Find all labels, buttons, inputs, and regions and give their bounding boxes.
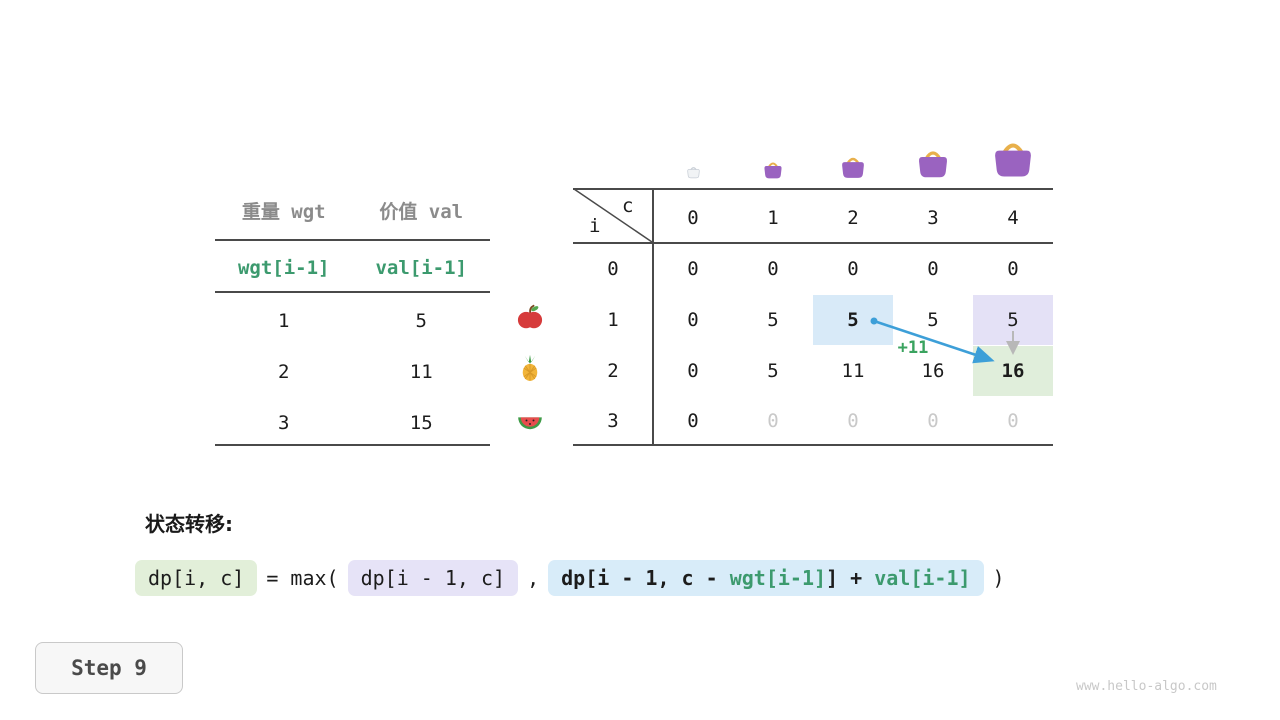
dp-cell-1-4: 5 xyxy=(1007,309,1019,331)
watermark: www.hello-algo.com xyxy=(1076,679,1217,694)
dp-col-header-2: 2 xyxy=(847,207,859,229)
bag-icon-capacity-3 xyxy=(915,144,951,184)
dp-cell-0-1: 0 xyxy=(767,258,779,280)
dp-cell-3-1: 0 xyxy=(767,410,779,432)
corner-diagonal-line xyxy=(573,188,653,243)
dp-cell-1-2: 5 xyxy=(847,309,859,331)
item-3-weight: 3 xyxy=(278,412,290,434)
dp-row-header-1: 1 xyxy=(607,309,619,331)
formula-arg2-val: val[i-1] xyxy=(874,566,971,590)
item-2-value: 11 xyxy=(409,361,433,383)
items-table-formula-row: wgt[i-1] val[i-1] xyxy=(215,255,490,281)
dp-table-header-divider xyxy=(573,242,1053,244)
bag-icon-capacity-4 xyxy=(990,134,1036,184)
dp-corner-col-label: c xyxy=(622,195,634,217)
formula-operator: = max( xyxy=(266,566,339,590)
items-table-row-2: 2 11 xyxy=(215,359,490,385)
items-table-divider-mid xyxy=(215,291,490,293)
formula-arg1-chip: dp[i - 1, c] xyxy=(347,560,519,596)
dp-col-header-3: 3 xyxy=(927,207,939,229)
items-header-value: 价值 val xyxy=(379,201,464,223)
dp-table-bottom-border xyxy=(573,444,1053,446)
bag-icon-capacity-0 xyxy=(686,164,701,183)
dp-cell-2-1: 5 xyxy=(767,360,779,382)
dp-cell-3-2: 0 xyxy=(847,410,859,432)
dp-cell-3-0: 0 xyxy=(687,410,699,432)
state-transition-label: 状态转移: xyxy=(145,512,233,536)
dp-cell-1-0: 0 xyxy=(687,309,699,331)
dp-cell-3-4: 0 xyxy=(1007,410,1019,432)
state-transition-formula: dp[i, c] = max( dp[i - 1, c] , dp[i - 1,… xyxy=(135,560,1005,596)
apple-icon xyxy=(516,303,544,335)
dp-table-top-border xyxy=(573,188,1053,190)
bag-icon-capacity-1 xyxy=(762,158,784,184)
formula-arg2-mid: ] + xyxy=(826,566,875,590)
item-1-value: 5 xyxy=(415,310,427,332)
dp-corner-row-label: i xyxy=(589,215,601,237)
transition-gain-label: +11 xyxy=(897,338,929,358)
formula-lhs-chip: dp[i, c] xyxy=(135,560,258,596)
dp-cell-2-3: 16 xyxy=(921,360,945,382)
items-formula-val: val[i-1] xyxy=(375,257,467,279)
item-1-weight: 1 xyxy=(278,310,290,332)
items-header-weight: 重量 wgt xyxy=(241,201,326,223)
step-indicator: Step 9 xyxy=(35,642,183,694)
dp-cell-2-0: 0 xyxy=(687,360,699,382)
item-3-value: 15 xyxy=(409,412,433,434)
pineapple-icon xyxy=(516,354,544,386)
dp-cell-1-1: 5 xyxy=(767,309,779,331)
bag-icon-capacity-2 xyxy=(839,152,867,184)
formula-arg2-prefix: dp[i - 1, c - xyxy=(561,566,730,590)
dp-cell-2-4: 16 xyxy=(1001,360,1025,382)
items-table-divider-bottom xyxy=(215,444,490,446)
dp-row-header-3: 3 xyxy=(607,410,619,432)
items-table-row-3: 3 15 xyxy=(215,410,490,436)
watermelon-icon xyxy=(516,406,544,438)
dp-row-header-2: 2 xyxy=(607,360,619,382)
items-table-row-1: 1 5 xyxy=(215,308,490,334)
items-table-header: 重量 wgt 价值 val xyxy=(215,199,490,225)
dp-table-vertical-divider xyxy=(652,188,654,446)
formula-arg2-wgt: wgt[i-1] xyxy=(729,566,827,590)
dp-cell-0-3: 0 xyxy=(927,258,939,280)
items-formula-wgt: wgt[i-1] xyxy=(237,257,330,279)
dp-col-header-0: 0 xyxy=(687,207,699,229)
dp-cell-3-3: 0 xyxy=(927,410,939,432)
dp-row-header-0: 0 xyxy=(607,258,619,280)
items-table-divider-top xyxy=(215,239,490,241)
formula-closing: ) xyxy=(992,566,1005,590)
dp-cell-0-2: 0 xyxy=(847,258,859,280)
dp-cell-0-4: 0 xyxy=(1007,258,1019,280)
formula-separator: , xyxy=(527,566,540,590)
formula-arg2-chip: dp[i - 1, c - wgt[i-1]] + val[i-1] xyxy=(548,560,984,596)
dp-cell-2-2: 11 xyxy=(841,360,865,382)
dp-cell-0-0: 0 xyxy=(687,258,699,280)
item-2-weight: 2 xyxy=(278,361,290,383)
dp-col-header-4: 4 xyxy=(1007,207,1019,229)
dp-col-header-1: 1 xyxy=(767,207,779,229)
